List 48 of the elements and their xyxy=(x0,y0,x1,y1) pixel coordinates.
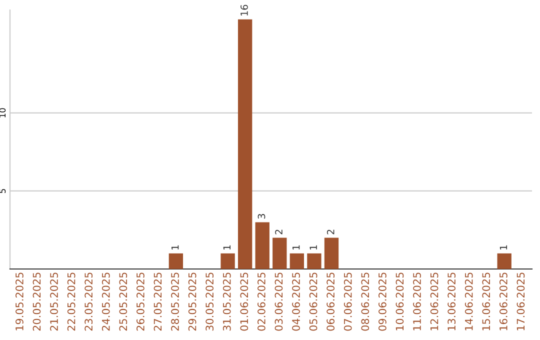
bar xyxy=(168,253,184,269)
x-tick-label: 15.06.2025 xyxy=(482,272,490,330)
x-tick-label: 31.05.2025 xyxy=(222,272,231,331)
x-tick-label: 07.06.2025 xyxy=(344,272,352,331)
data-label: 1 xyxy=(292,245,300,250)
data-label: 1 xyxy=(310,245,317,250)
x-tick-label: 08.06.2025 xyxy=(361,272,370,331)
data-label: 1 xyxy=(223,245,230,250)
x-tick-label: 21.05.2025 xyxy=(50,272,58,331)
x-tick-label: 13.06.2025 xyxy=(448,272,456,330)
x-tick-label: 22.05.2025 xyxy=(67,272,76,331)
x-tick-label: 12.06.2025 xyxy=(430,272,438,330)
x-tick-label: 24.05.2025 xyxy=(102,272,110,331)
bar xyxy=(272,238,287,269)
x-tick-label: 20.05.2025 xyxy=(32,272,41,331)
x-tick-label: 01.06.2025 xyxy=(240,272,248,331)
bar xyxy=(220,253,235,269)
data-label: 1 xyxy=(172,245,179,250)
x-tick-label: 19.05.2025 xyxy=(16,272,24,330)
x-tick-label: 06.06.2025 xyxy=(326,272,335,331)
x-tick-label: 29.05.2025 xyxy=(188,272,196,331)
data-label: 2 xyxy=(326,230,334,234)
x-tick-label: 10.06.2025 xyxy=(396,272,404,330)
bar xyxy=(255,222,270,269)
data-label: 3 xyxy=(258,214,266,219)
data-label: 2 xyxy=(275,230,282,234)
x-tick-label: 09.06.2025 xyxy=(378,272,386,331)
x-tick-label: 02.06.2025 xyxy=(258,272,266,331)
x-tick-label: 14.06.2025 xyxy=(464,272,473,330)
x-tick-label: 27.05.2025 xyxy=(154,272,162,331)
x-tick-label: 04.06.2025 xyxy=(292,272,300,331)
x-tick-label: 28.05.2025 xyxy=(171,272,179,331)
x-tick-label: 03.06.2025 xyxy=(274,272,283,331)
data-label: 1 xyxy=(500,245,508,250)
x-tick-label: 23.05.2025 xyxy=(84,272,93,331)
x-tick-label: 30.05.2025 xyxy=(206,272,214,331)
x-tick-label: 17.06.2025 xyxy=(516,272,525,330)
x-tick-label: 25.05.2025 xyxy=(119,272,128,331)
bar xyxy=(307,253,322,269)
x-tick-label: 16.06.2025 xyxy=(499,272,508,330)
x-tick-label: 26.05.2025 xyxy=(136,272,144,331)
x-tick-label: 05.06.2025 xyxy=(309,272,318,331)
bar xyxy=(324,238,339,269)
bar xyxy=(238,19,252,269)
data-label: 16 xyxy=(240,4,248,16)
x-tick-label: 11.06.2025 xyxy=(413,272,421,330)
bar xyxy=(290,253,304,269)
bar xyxy=(497,253,512,269)
